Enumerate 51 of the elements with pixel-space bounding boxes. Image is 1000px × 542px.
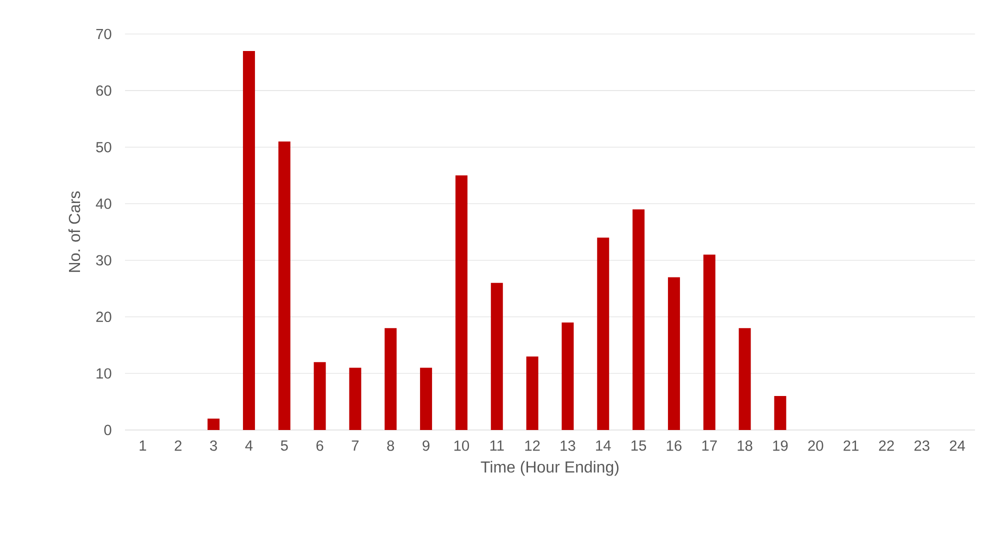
y-tick-label: 10 [96, 368, 112, 379]
x-tick-label: 13 [560, 440, 576, 451]
x-tick-label: 12 [525, 440, 540, 451]
x-tick-label: 15 [631, 440, 646, 451]
x-tick-label: 2 [174, 440, 182, 451]
x-tick-label: 19 [773, 440, 788, 451]
bar [490, 282, 503, 430]
bar [774, 396, 786, 430]
x-tick-label: 22 [879, 440, 894, 451]
x-tick-label: 5 [280, 440, 288, 451]
bar [384, 328, 397, 430]
x-tick-label: 16 [666, 440, 682, 451]
bar [420, 368, 432, 430]
bar [703, 254, 716, 430]
y-tick-label: 70 [96, 28, 112, 40]
x-tick-label: 21 [844, 440, 858, 451]
x-tick-label: 7 [352, 440, 359, 451]
y-tick-label: 40 [96, 198, 112, 209]
x-tick-label: 8 [387, 440, 394, 451]
bar [314, 362, 326, 430]
x-tick-label: 4 [245, 440, 253, 451]
bar [242, 50, 255, 430]
bar [597, 238, 610, 430]
bar [526, 356, 538, 430]
bar [738, 328, 751, 430]
x-tick-label: 23 [914, 440, 930, 451]
bar [562, 322, 574, 430]
x-tick-label: 1 [140, 440, 146, 451]
x-tick-label: 17 [702, 440, 717, 451]
x-tick-label: 9 [422, 440, 430, 451]
x-tick-label: 10 [454, 440, 470, 451]
y-tick-label: 20 [96, 312, 112, 322]
y-axis-title: No. of Cars [68, 191, 80, 272]
bar [208, 418, 220, 430]
x-axis-title: Time (Hour Ending) [480, 460, 618, 476]
x-tick-label: 20 [808, 440, 824, 451]
x-tick-label: 18 [738, 440, 752, 451]
y-tick-label: 50 [96, 142, 112, 152]
bar [349, 368, 362, 430]
x-tick-label: 24 [950, 440, 966, 451]
bar [668, 277, 680, 430]
y-tick-label: 0 [104, 424, 112, 436]
bar [455, 175, 468, 430]
bar [278, 141, 290, 430]
x-tick-label: 3 [210, 440, 217, 451]
x-tick-label: 6 [316, 440, 324, 451]
x-tick-label: 11 [490, 440, 504, 451]
x-tick-label: 14 [596, 440, 611, 451]
y-tick-label: 60 [96, 85, 112, 96]
y-tick-label: 30 [96, 255, 112, 266]
bar [632, 209, 645, 430]
